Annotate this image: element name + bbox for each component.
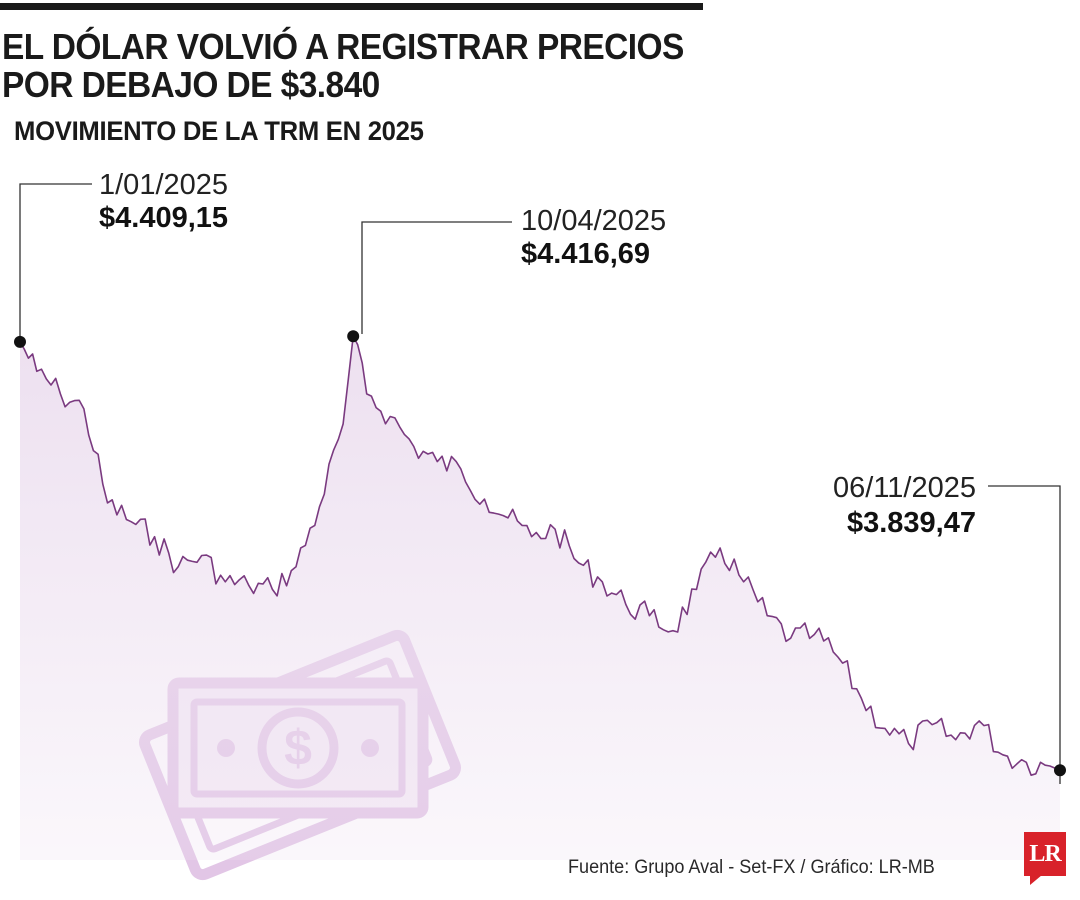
top-rule xyxy=(0,3,703,10)
title-line-1: EL DÓLAR VOLVIÓ A REGISTRAR PRECIOS xyxy=(2,26,684,67)
point-marker-peak xyxy=(347,330,360,343)
annotation-start: 1/01/2025 $4.409,15 xyxy=(14,169,228,348)
area-fill xyxy=(20,336,1060,860)
leader-line-end xyxy=(988,485,1061,784)
annotation-date-end: 06/11/2025 xyxy=(833,472,976,504)
annotation-date-start: 1/01/2025 xyxy=(99,169,228,201)
annotation-peak: 10/04/2025 $4.416,69 xyxy=(347,205,666,343)
annotation-end: 06/11/2025 $3.839,47 xyxy=(833,472,1066,784)
trm-series-line xyxy=(19,335,1061,776)
annotation-value-peak: $4.416,69 xyxy=(521,238,650,270)
point-marker-end xyxy=(1054,764,1066,777)
annotation-value-start: $4.409,15 xyxy=(99,202,228,234)
leader-line-start xyxy=(19,183,92,338)
point-marker-start xyxy=(14,335,26,348)
chart-title: EL DÓLAR VOLVIÓ A REGISTRAR PRECIOS POR … xyxy=(2,28,690,104)
leader-line-peak xyxy=(361,221,512,334)
lr-logo: LR xyxy=(1024,832,1066,885)
annotation-date-peak: 10/04/2025 xyxy=(521,205,666,237)
annotations: 1/01/2025 $4.409,15 10/04/2025 $4.416,69… xyxy=(14,169,1066,784)
title-line-2: POR DEBAJO DE $3.840 xyxy=(2,64,380,105)
annotation-value-end: $3.839,47 xyxy=(847,507,976,539)
source-note: Fuente: Grupo Aval - Set-FX / Gráfico: L… xyxy=(568,857,935,878)
chart-subtitle: MOVIMIENTO DE LA TRM EN 2025 xyxy=(14,116,424,146)
